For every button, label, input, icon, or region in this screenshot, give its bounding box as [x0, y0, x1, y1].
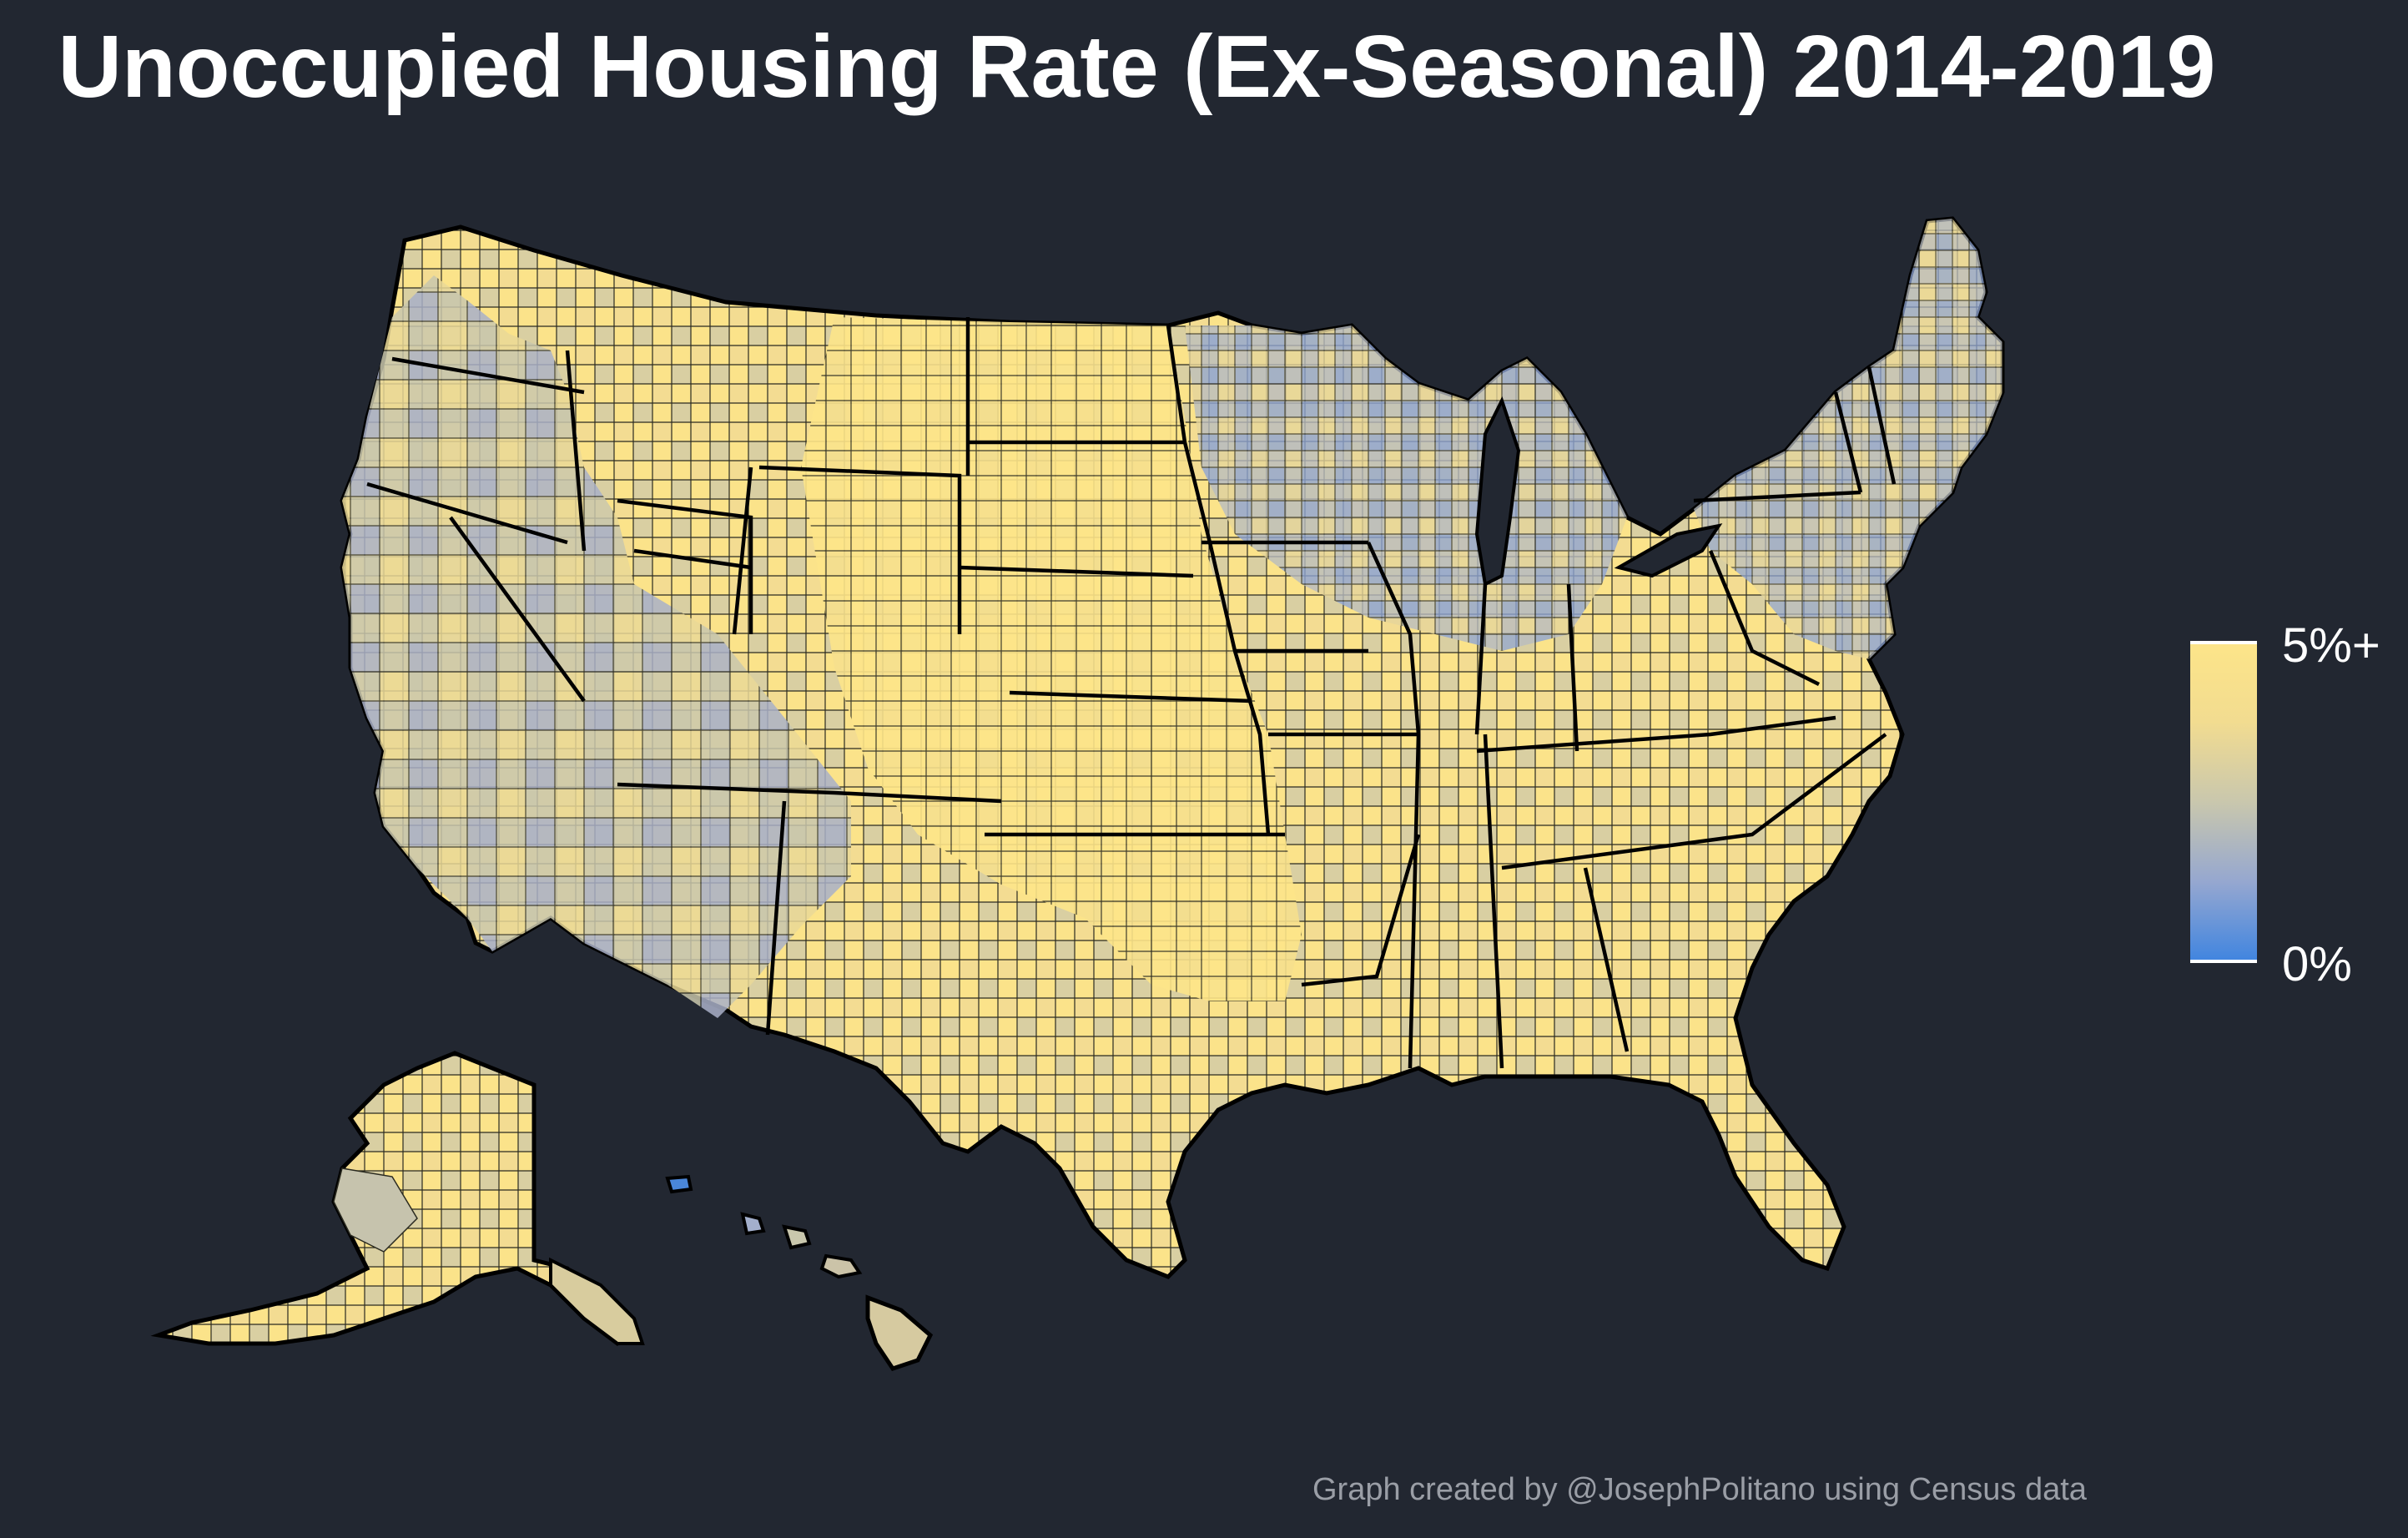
- state-borders: [366, 317, 1897, 1069]
- source-credit: Graph created by @JosephPolitano using C…: [1312, 1472, 2087, 1507]
- hawaii-region: [665, 1174, 934, 1371]
- hawaii-kauai: [740, 1212, 766, 1236]
- alaska-panhandle: [549, 1257, 645, 1345]
- legend-tick-max: [2190, 641, 2257, 644]
- hawaii-maui: [819, 1253, 863, 1279]
- legend-color-bar: [2190, 641, 2257, 963]
- hawaii-oahu: [782, 1224, 812, 1250]
- plains-region-overlay: [801, 317, 1302, 1001]
- lake-erie: [1614, 523, 1723, 578]
- legend-tick-min: [2190, 960, 2257, 963]
- hawaii-niihau: [665, 1174, 693, 1194]
- legend-min-label: 0%: [2282, 937, 2352, 991]
- page-title: Unoccupied Housing Rate (Ex-Seasonal) 20…: [58, 18, 2216, 116]
- alaska-region: [150, 1051, 645, 1346]
- contiguous-us-region: [340, 216, 2005, 1279]
- west-region-overlay: [342, 275, 851, 1018]
- hawaii-big-island: [865, 1294, 934, 1371]
- alaska-gray-area: [333, 1167, 418, 1253]
- lake-michigan: [1474, 396, 1521, 587]
- midwest-region-overlay: [1185, 325, 1627, 651]
- legend-max-label: 5%+: [2282, 618, 2380, 673]
